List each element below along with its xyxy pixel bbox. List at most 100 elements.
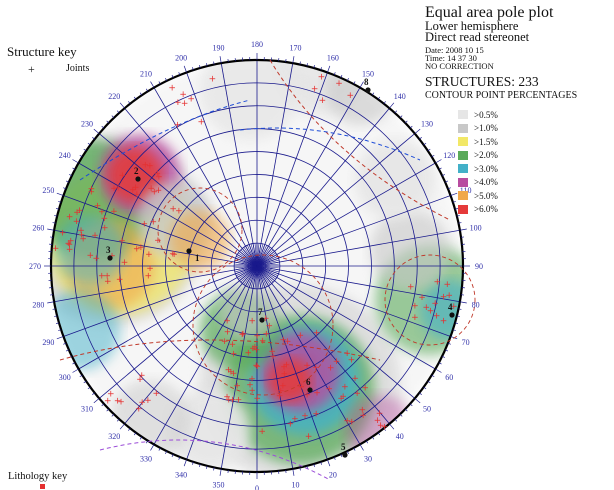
joint-pole: + xyxy=(73,217,81,227)
set-labels: 1 2 3 4 5 6 7 8 xyxy=(106,77,455,458)
plot-title: Equal area pole plot xyxy=(425,4,554,21)
joint-pole: + xyxy=(65,239,73,249)
joint-pole: + xyxy=(263,330,271,340)
azimuth-label: 190 xyxy=(212,43,224,52)
lithology-key-swatch xyxy=(40,484,45,489)
set-marker xyxy=(135,176,141,182)
joint-pole: + xyxy=(155,186,163,196)
legend-label: >3.0% xyxy=(474,163,498,174)
azimuth-label: 170 xyxy=(290,43,302,52)
azimuth-label: 50 xyxy=(423,405,431,414)
joint-pole: + xyxy=(351,374,359,384)
joint-pole: + xyxy=(77,226,85,236)
dashed-circles xyxy=(59,59,476,481)
joint-pole: + xyxy=(179,90,187,100)
joint-pole: + xyxy=(277,387,285,397)
joint-pole: + xyxy=(284,337,292,347)
joint-pole: + xyxy=(318,72,326,82)
joint-pole: + xyxy=(169,204,177,214)
joint-pole: + xyxy=(223,316,231,326)
joint-pole: + xyxy=(221,337,229,347)
stereonet-type-label: Direct read stereonet xyxy=(425,30,530,44)
azimuth-label: 60 xyxy=(445,373,453,382)
joint-pole: + xyxy=(343,349,351,359)
joint-pole: + xyxy=(138,371,146,381)
joint-pole: + xyxy=(303,361,311,371)
joint-pole: + xyxy=(114,396,122,406)
joint-pole: + xyxy=(174,98,182,108)
joint-pole: + xyxy=(359,411,367,421)
joint-pole: + xyxy=(325,384,333,394)
azimuth-label: 260 xyxy=(32,223,44,232)
contour-blob xyxy=(55,215,125,285)
joint-pole: + xyxy=(276,392,284,402)
azimuth-label: 150 xyxy=(362,70,374,79)
joint-pole: + xyxy=(101,214,109,224)
joint-pole: + xyxy=(198,118,206,128)
joint-pole: + xyxy=(94,201,102,211)
set-marker xyxy=(307,387,313,393)
joint-pole: + xyxy=(230,350,238,360)
joint-pole: + xyxy=(67,237,75,247)
set-label: 8 xyxy=(364,77,369,87)
contour-blob xyxy=(220,280,280,340)
stereonet-grid xyxy=(44,53,470,479)
joint-pole: + xyxy=(268,347,276,357)
legend-swatch xyxy=(458,164,468,174)
joint-pole: + xyxy=(230,369,238,379)
joint-pole: + xyxy=(235,396,243,406)
set-marker xyxy=(365,87,371,93)
joint-pole: + xyxy=(337,394,345,404)
azimuth-label: 0 xyxy=(255,484,259,490)
legend-item: >6.0% xyxy=(458,203,498,217)
joint-pole: + xyxy=(407,282,415,292)
joint-pole: + xyxy=(175,207,183,217)
joint-pole: + xyxy=(313,388,321,398)
joint-pole: + xyxy=(225,365,233,375)
joint-pole: + xyxy=(377,421,385,431)
set-marker xyxy=(186,248,192,254)
joint-pole: + xyxy=(280,362,288,372)
joint-pole: + xyxy=(233,382,241,392)
joint-pole: + xyxy=(239,330,247,340)
contour-blob xyxy=(420,280,463,340)
contour-blob xyxy=(355,140,435,220)
joint-pole: + xyxy=(374,416,382,426)
joint-pole: + xyxy=(251,343,259,353)
joint-pole: + xyxy=(66,240,74,250)
joint-pole: + xyxy=(305,432,313,442)
joint-pole: + xyxy=(78,231,86,241)
legend-item: >4.0% xyxy=(458,176,498,190)
joint-pole: + xyxy=(98,208,106,218)
azimuth-label: 210 xyxy=(140,70,152,79)
hemisphere-label: Lower hemisphere xyxy=(425,19,519,33)
joint-pole: + xyxy=(110,207,118,217)
joint-pole: + xyxy=(168,83,176,93)
azimuth-label: 110 xyxy=(460,186,472,195)
joint-pole: + xyxy=(434,278,442,288)
joint-pole: + xyxy=(116,275,124,285)
azimuth-label: 270 xyxy=(29,262,41,271)
joint-pole: + xyxy=(169,249,177,259)
joint-pole: + xyxy=(381,422,389,432)
joint-pole: + xyxy=(281,369,289,379)
joint-pole: + xyxy=(253,394,261,404)
joint-pole: + xyxy=(66,245,74,255)
joint-pole: + xyxy=(107,390,115,400)
joint-pole: + xyxy=(445,291,453,301)
joint-pole: + xyxy=(252,361,260,371)
set-marker xyxy=(259,317,265,323)
azimuth-label: 200 xyxy=(175,53,187,62)
legend-swatch xyxy=(458,177,468,187)
joint-pole: + xyxy=(335,79,343,89)
joint-pole: + xyxy=(297,382,305,392)
azimuth-label: 180 xyxy=(251,40,263,49)
joint-pole: + xyxy=(229,395,237,405)
joint-pole: + xyxy=(174,120,182,130)
joint-pole: + xyxy=(140,220,148,230)
joint-pole: + xyxy=(73,208,81,218)
joint-pole: + xyxy=(133,245,141,255)
joint-pole: + xyxy=(133,190,141,200)
joint-pole: + xyxy=(348,418,356,428)
legend-label: >6.0% xyxy=(474,204,498,215)
